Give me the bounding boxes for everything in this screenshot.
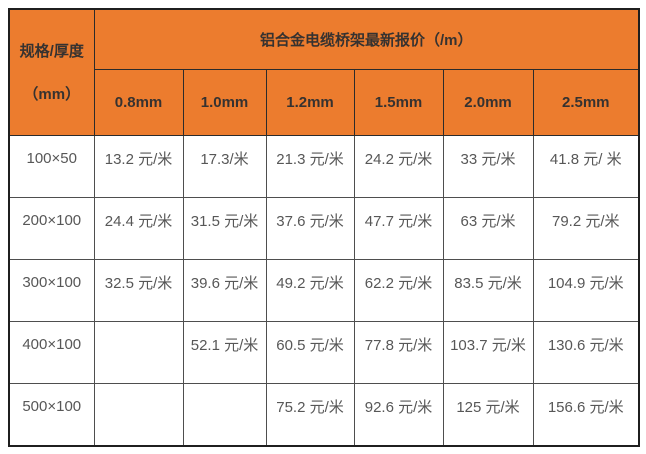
price-cell: 92.6 元/米 [353,382,444,447]
thickness-header-3: 1.5mm [353,68,444,136]
price-cell: 125 元/米 [442,382,534,447]
price-cell: 39.6 元/米 [182,258,267,322]
price-cell [93,382,184,447]
spec-cell: 200×100 [8,196,95,260]
price-cell: 24.4 元/米 [93,196,184,260]
header-row-title: 规格/厚度 （mm） 铝合金电缆桥架最新报价（/m） [8,8,640,136]
price-cell: 49.2 元/米 [265,258,355,322]
table-row: 500×100 75.2 元/米 92.6 元/米 125 元/米 156.6 … [8,382,640,447]
thickness-header-1: 1.0mm [182,68,267,136]
price-table: 规格/厚度 （mm） 铝合金电缆桥架最新报价（/m） 0.8mm 1.0mm 1… [8,8,641,447]
spec-cell: 100×50 [8,134,95,198]
price-cell: 156.6 元/米 [532,382,640,447]
price-cell: 13.2 元/米 [93,134,184,198]
corner-header-line2: （mm） [23,86,81,104]
corner-header-cell: 规格/厚度 （mm） [8,8,95,136]
thickness-header-0: 0.8mm [93,68,184,136]
price-cell: 33 元/米 [442,134,534,198]
thickness-header-2: 1.2mm [265,68,355,136]
price-cell: 62.2 元/米 [353,258,444,322]
table-title: 铝合金电缆桥架最新报价（/m） [93,8,640,70]
price-cell: 47.7 元/米 [353,196,444,260]
price-cell: 130.6 元/米 [532,320,640,384]
price-cell: 52.1 元/米 [182,320,267,384]
price-cell: 37.6 元/米 [265,196,355,260]
price-cell: 17.3/米 [182,134,267,198]
table-row: 300×100 32.5 元/米 39.6 元/米 49.2 元/米 62.2 … [8,258,640,322]
price-cell: 79.2 元/米 [532,196,640,260]
price-cell: 75.2 元/米 [265,382,355,447]
price-cell: 21.3 元/米 [265,134,355,198]
table-row: 200×100 24.4 元/米 31.5 元/米 37.6 元/米 47.7 … [8,196,640,260]
price-cell [182,382,267,447]
table-row: 400×100 52.1 元/米 60.5 元/米 77.8 元/米 103.7… [8,320,640,384]
corner-header-line1: 规格/厚度 [19,43,84,61]
price-cell: 31.5 元/米 [182,196,267,260]
spec-cell: 400×100 [8,320,95,384]
price-cell: 103.7 元/米 [442,320,534,384]
price-cell: 32.5 元/米 [93,258,184,322]
price-cell: 104.9 元/米 [532,258,640,322]
price-cell: 60.5 元/米 [265,320,355,384]
price-cell: 83.5 元/米 [442,258,534,322]
price-cell [93,320,184,384]
price-cell: 77.8 元/米 [353,320,444,384]
price-cell: 63 元/米 [442,196,534,260]
price-cell: 24.2 元/米 [353,134,444,198]
spec-cell: 300×100 [8,258,95,322]
spec-cell: 500×100 [8,382,95,447]
price-cell: 41.8 元/ 米 [532,134,640,198]
header-row-thickness: 0.8mm 1.0mm 1.2mm 1.5mm 2.0mm 2.5mm [9,68,640,136]
thickness-header-4: 2.0mm [442,68,534,136]
thickness-header-5: 2.5mm [532,68,640,136]
table-row: 100×50 13.2 元/米 17.3/米 21.3 元/米 24.2 元/米… [8,134,640,198]
